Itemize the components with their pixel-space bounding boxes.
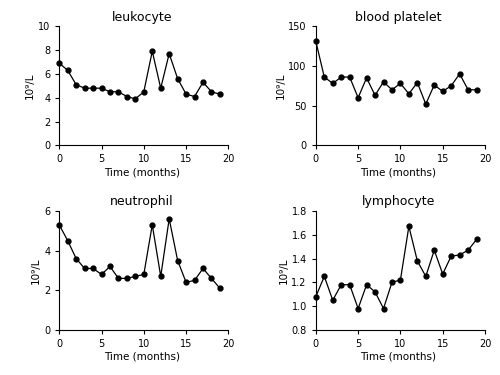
X-axis label: Time (months): Time (months) — [360, 352, 436, 362]
X-axis label: Time (months): Time (months) — [104, 352, 180, 362]
Y-axis label: 10⁹/L: 10⁹/L — [25, 72, 35, 99]
X-axis label: Time (months): Time (months) — [104, 167, 180, 177]
Y-axis label: 10⁹/L: 10⁹/L — [276, 72, 285, 99]
Title: neutrophil: neutrophil — [110, 195, 174, 208]
Title: lymphocyte: lymphocyte — [362, 195, 435, 208]
Y-axis label: 10⁹/L: 10⁹/L — [31, 257, 41, 284]
Title: blood platelet: blood platelet — [355, 11, 442, 24]
X-axis label: Time (months): Time (months) — [360, 167, 436, 177]
Y-axis label: 10⁹/L: 10⁹/L — [278, 257, 288, 284]
Title: leukocyte: leukocyte — [112, 11, 172, 24]
